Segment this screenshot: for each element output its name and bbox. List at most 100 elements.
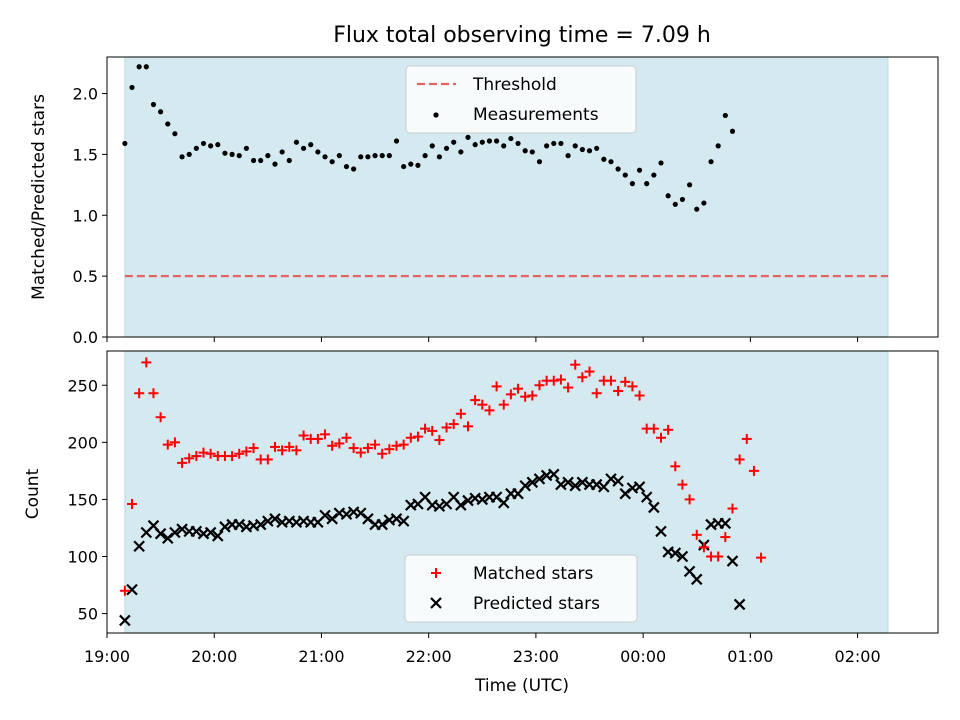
measurement-point	[293, 139, 300, 145]
matched-star-point	[320, 429, 331, 440]
matched-star-point	[234, 448, 245, 459]
predicted-star-point	[133, 540, 145, 553]
matched-star-point	[584, 366, 595, 377]
matched-star-point	[498, 399, 509, 410]
matched-star-point	[555, 374, 566, 385]
matched-star-point	[248, 443, 259, 454]
matched-star-point	[177, 457, 188, 468]
matched-star-point	[134, 388, 145, 399]
bottom-y-tick-label: 250	[67, 376, 98, 395]
x-tick-label: 20:00	[191, 647, 237, 666]
measurement-point	[608, 159, 614, 165]
measurement-point	[658, 160, 664, 166]
matched-star-point	[269, 441, 280, 452]
top-y-tick-label: 2.0	[73, 85, 98, 104]
matched-star-point	[648, 423, 659, 434]
measurement-point	[472, 142, 478, 148]
measurement-point	[165, 121, 171, 127]
bottom-y-axis-label: Count	[23, 468, 43, 519]
measurement-point	[243, 145, 249, 151]
matched-star-point	[348, 443, 359, 454]
measurement-point	[651, 172, 657, 178]
matched-star-point	[298, 430, 309, 441]
legend-matched-swatch	[431, 568, 441, 578]
bottom-y-tick-label: 50	[78, 605, 98, 624]
matched-star-point	[377, 448, 388, 459]
measurement-point	[679, 196, 686, 203]
measurement-point	[315, 149, 321, 155]
measurement-point	[458, 149, 464, 155]
matched-star-point	[427, 425, 438, 436]
predicted-star-point	[519, 479, 531, 492]
matched-star-point	[412, 431, 423, 442]
measurement-point	[686, 182, 693, 188]
measurement-point	[636, 167, 643, 173]
top-x-ticks	[106, 337, 859, 342]
measurement-point	[429, 143, 435, 149]
top-y-tick-label: 1.5	[73, 145, 98, 164]
matched-star-point	[577, 372, 588, 383]
matched-star-point	[277, 445, 288, 456]
measurement-point	[594, 145, 600, 151]
predicted-star-point	[254, 518, 267, 531]
x-tick-label: 19:00	[84, 647, 130, 666]
matched-star-point	[748, 465, 759, 476]
measurement-point	[250, 157, 257, 164]
predicted-star-point	[669, 547, 682, 559]
matched-star-point	[656, 432, 666, 443]
bottom-axes: 50 100 150 200 250 19:00 20:00 21:00 22:00 23:00…	[23, 350, 939, 696]
predicted-star-point	[154, 527, 167, 540]
matched-star-point	[513, 383, 524, 394]
matched-star-point	[727, 503, 738, 514]
matched-star-point	[127, 498, 138, 509]
predicted-star-point	[676, 550, 689, 563]
measurement-point	[379, 153, 385, 159]
top-y-tick-label: 0.5	[73, 267, 98, 286]
measurement-point	[622, 172, 628, 178]
measurement-point	[565, 153, 571, 159]
measurement-point	[629, 181, 636, 187]
measurement-point	[522, 148, 528, 154]
matched-star-point	[634, 390, 645, 401]
predicted-star-point	[433, 500, 446, 513]
measurement-point	[715, 143, 721, 149]
matched-star-point	[462, 421, 473, 432]
matched-star-point	[534, 380, 545, 391]
matched-star-point	[355, 447, 366, 458]
legend-matched-label: Matched stars	[473, 564, 593, 584]
matched-star-point	[162, 439, 173, 450]
matched-star-point	[370, 439, 381, 450]
bottom-y-tick-label: 150	[67, 490, 98, 509]
matched-star-point	[362, 443, 373, 454]
bottom-y-ticks: 50 100 150 200 250	[67, 376, 107, 624]
measurement-point	[208, 143, 214, 149]
predicted-star-point	[397, 515, 410, 527]
matched-star-point	[169, 437, 180, 448]
top-y-tick-label: 1.0	[73, 206, 98, 225]
matched-star-point	[734, 454, 745, 465]
predicted-star-point	[390, 513, 403, 525]
measurement-point	[372, 153, 378, 159]
top-y-ticks: 0.0 0.5 1.0 1.5 2.0	[73, 85, 107, 347]
matched-star-point	[670, 461, 681, 472]
matched-star-point	[398, 439, 409, 450]
predicted-star-point	[690, 573, 703, 586]
predicted-star-point	[726, 555, 739, 567]
measurement-point	[136, 64, 142, 70]
predicted-star-point	[204, 526, 217, 539]
predicted-star-point	[576, 476, 589, 489]
matched-star-point	[591, 388, 602, 399]
measurement-point	[572, 143, 578, 149]
legend-measurements-swatch	[433, 112, 439, 118]
measurement-point	[415, 162, 421, 168]
matched-star-point	[741, 433, 752, 444]
matched-star-point	[327, 440, 338, 451]
matched-star-point	[241, 446, 252, 457]
measurement-point	[265, 153, 271, 159]
predicted-star-point	[569, 479, 581, 492]
x-tick-label: 23:00	[513, 647, 559, 666]
matched-star-point	[434, 435, 445, 446]
measurement-point	[722, 112, 728, 119]
top-legend: Threshold Measurements	[405, 65, 637, 134]
